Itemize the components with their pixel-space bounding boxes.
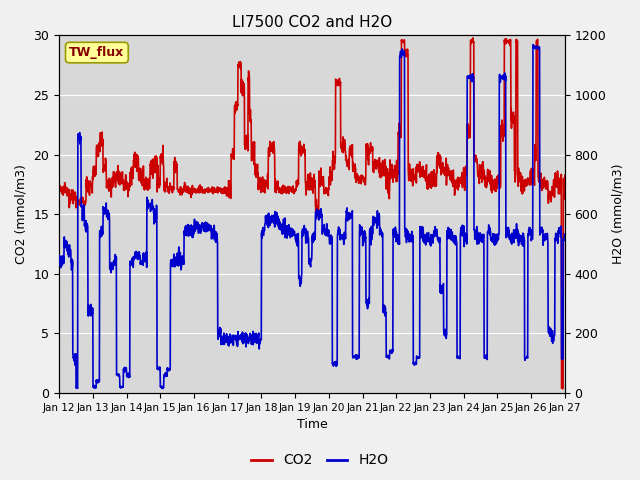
Y-axis label: H2O (mmol/m3): H2O (mmol/m3) bbox=[612, 164, 625, 264]
X-axis label: Time: Time bbox=[296, 419, 328, 432]
Text: TW_flux: TW_flux bbox=[69, 46, 125, 59]
Legend: CO2, H2O: CO2, H2O bbox=[246, 448, 394, 473]
Y-axis label: CO2 (mmol/m3): CO2 (mmol/m3) bbox=[15, 164, 28, 264]
Title: LI7500 CO2 and H2O: LI7500 CO2 and H2O bbox=[232, 15, 392, 30]
